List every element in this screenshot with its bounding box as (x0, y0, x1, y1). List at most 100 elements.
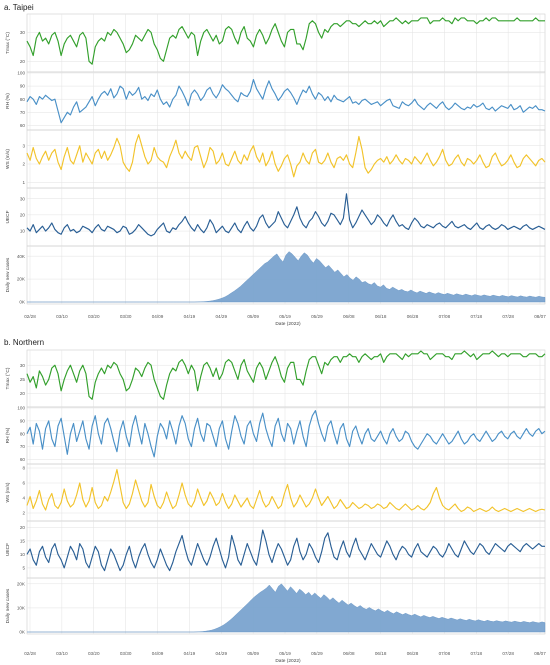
y-tick-label: 80 (20, 431, 26, 436)
y-tick-label: 60 (20, 123, 26, 128)
y-tick-label: 100 (17, 406, 25, 411)
y-tick-label: 20K (17, 277, 26, 282)
y-tick-label: 90 (20, 84, 26, 89)
x-tick-label: 06/08 (343, 651, 355, 656)
panel-taipei-ws: 1 2 3 WS (m/s) (5, 129, 546, 189)
x-tick-label: 03/20 (88, 314, 100, 319)
x-tick-label: 03/10 (56, 314, 68, 319)
x-tick-label: 07/08 (439, 314, 451, 319)
panel-frame (26, 245, 546, 305)
y-tick-label: 20 (20, 525, 26, 530)
y-tick-label: 20K (17, 581, 26, 586)
y-axis-label: WS (m/s) (5, 482, 11, 502)
y-axis-label: WS (m/s) (5, 149, 11, 169)
y-axis-label: Daily new cases (5, 588, 11, 623)
x-axis-label-taipei: Date (2022) (275, 321, 301, 327)
y-tick-label: 100 (17, 71, 25, 76)
y-axis-label: UECF (5, 543, 11, 556)
y-tick-label: 25 (20, 377, 26, 382)
y-tick-label: 40K (17, 254, 26, 259)
panel-northern-daily-new-cases: 0K 10K 20K Daily new cases (5, 577, 546, 635)
series-line-tmax (26, 350, 546, 400)
y-tick-label: 30 (20, 363, 26, 368)
series-line-ws (26, 134, 546, 178)
panels-taipei: 20 30 Tmax (°C) 60 70 80 90 100 RH (%) 1 2 3 WS (m/s… (5, 13, 546, 319)
y-axis-label: RH (%) (5, 93, 11, 109)
panel-frame (26, 13, 546, 73)
x-tick-label: 07/18 (471, 651, 483, 656)
x-tick-label: 03/30 (120, 314, 132, 319)
x-tick-label: 06/28 (407, 651, 419, 656)
y-axis-label: Daily new cases (5, 257, 11, 292)
panel-taipei-tmax: 20 30 Tmax (°C) (5, 13, 546, 73)
panel-taipei-uecf: 10 20 30 UECF (5, 187, 546, 247)
x-tick-label: 06/08 (343, 314, 355, 319)
panel-frame (26, 577, 546, 635)
x-tick-label: 03/20 (88, 651, 100, 656)
y-tick-label: 70 (20, 110, 26, 115)
x-tick-label: 05/29 (311, 651, 323, 656)
x-tick-label: 04/19 (184, 314, 196, 319)
x-axis-label-northern: Date (2022) (275, 658, 301, 664)
x-tick-label: 08/07 (534, 651, 546, 656)
x-tick-label: 06/18 (375, 651, 387, 656)
x-tick-label: 05/09 (247, 651, 259, 656)
y-tick-label: 1 (22, 180, 25, 185)
y-tick-label: 8 (22, 466, 25, 471)
y-tick-label: 20 (20, 59, 26, 64)
y-tick-label: 5 (22, 566, 25, 571)
x-tick-label: 04/09 (152, 314, 164, 319)
panel-taipei-rh: 60 70 80 90 100 RH (%) (5, 71, 546, 131)
y-tick-label: 6 (22, 481, 25, 486)
x-tick-label: 02/28 (24, 651, 36, 656)
y-tick-label: 20 (20, 391, 26, 396)
series-area-daily-new-cases (27, 583, 546, 633)
x-tick-label: 06/28 (407, 314, 419, 319)
x-tick-label: 06/18 (375, 314, 387, 319)
y-tick-label: 2 (22, 511, 25, 516)
y-tick-label: 3 (22, 143, 25, 148)
x-tick-label: 05/29 (311, 314, 323, 319)
y-axis-label: RH (%) (5, 427, 11, 443)
chart-group-taipei: a. Taipei Date (2022) 20 30 Tmax (°C) 60 70 8… (4, 3, 546, 327)
y-tick-label: 60 (20, 457, 26, 462)
y-tick-label: 10 (20, 229, 26, 234)
panel-northern-tmax: 20 25 30 Tmax (°C) (5, 349, 546, 408)
y-tick-label: 0K (19, 630, 26, 635)
series-line-rh (26, 78, 546, 124)
x-tick-label: 07/18 (471, 314, 483, 319)
x-tick-label: 04/29 (216, 314, 228, 319)
y-axis-label: UECF (5, 210, 11, 223)
panel-northern-rh: 60 70 80 90 100 RH (%) (5, 406, 546, 465)
x-tick-label: 08/07 (534, 314, 546, 319)
panel-frame (26, 349, 546, 408)
group-title-taipei: a. Taipei (4, 3, 34, 12)
x-tick-label: 04/29 (216, 651, 228, 656)
x-tick-label: 07/08 (439, 651, 451, 656)
x-tick-label: 03/30 (120, 651, 132, 656)
y-axis-label: Tmax (°C) (5, 32, 11, 54)
y-tick-label: 80 (20, 97, 26, 102)
y-tick-label: 30 (20, 30, 26, 35)
series-line-tmax (26, 17, 545, 65)
y-axis-label: Tmax (°C) (5, 367, 11, 389)
y-tick-label: 20 (20, 212, 26, 217)
y-tick-label: 4 (22, 496, 25, 501)
y-tick-label: 90 (20, 418, 26, 423)
x-tick-label: 05/09 (247, 314, 259, 319)
y-tick-label: 0K (19, 300, 26, 305)
series-area-daily-new-cases (27, 251, 546, 303)
series-line-uecf (26, 193, 546, 237)
series-line-ws (26, 468, 546, 513)
x-tick-label: 02/28 (24, 314, 36, 319)
panels-northern: 20 25 30 Tmax (°C) 60 70 80 90 100 RH (%) 2 4 6 8 WS (… (5, 349, 546, 656)
panel-frame (26, 187, 546, 247)
panel-frame (26, 71, 546, 131)
x-tick-label: 04/09 (152, 651, 164, 656)
series-line-rh (26, 409, 546, 458)
x-tick-label: 04/19 (184, 651, 196, 656)
x-tick-label: 05/19 (279, 314, 291, 319)
x-tick-label: 03/10 (56, 651, 68, 656)
